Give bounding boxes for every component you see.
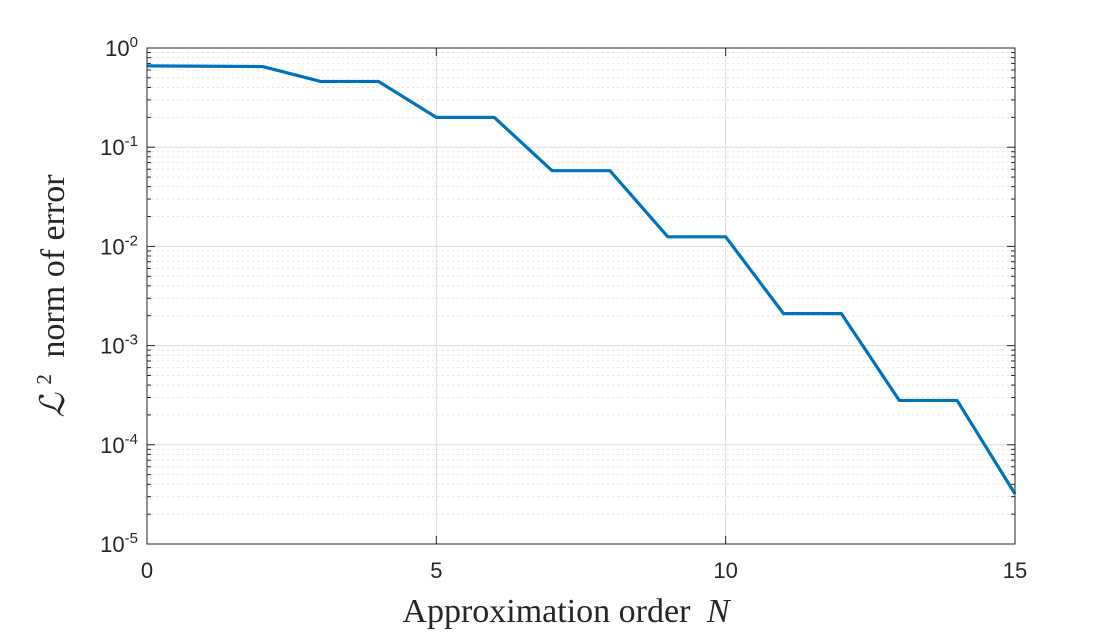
series-layer [146,64,1017,495]
x-axis-variable: N [706,593,732,630]
y-tick-label: 10-4 [100,431,138,458]
x-tick-label: 10 [713,558,737,583]
y-tick-label: 10-1 [100,133,138,160]
y-axis-title: ℒ 2 norm of error [22,174,72,418]
y-tick-label: 10-3 [100,332,138,359]
x-tick-label: 0 [141,558,153,583]
series-line [146,64,1017,495]
x-tick-label: 5 [430,558,442,583]
y-axis-superscript: 2 [32,374,56,385]
plot-area [147,48,1015,544]
y-tick-label: 10-5 [100,530,138,557]
x-axis-label: Approximation order [402,593,691,630]
y-tick-label: 100 [105,34,138,61]
y-tick-label: 10-2 [100,232,138,259]
x-axis-title: Approximation order N [402,593,732,630]
x-tick-labels: 0 5 10 15 [141,558,1027,583]
plot-frame [146,47,1016,545]
y-axis-label: norm of error [35,174,72,358]
y-axis-symbol: ℒ [35,392,72,418]
x-tick-label: 15 [1003,558,1027,583]
y-tick-labels: 10-5 10-4 10-3 10-2 10-1 100 [100,34,138,557]
axis-ticks [146,47,1016,545]
